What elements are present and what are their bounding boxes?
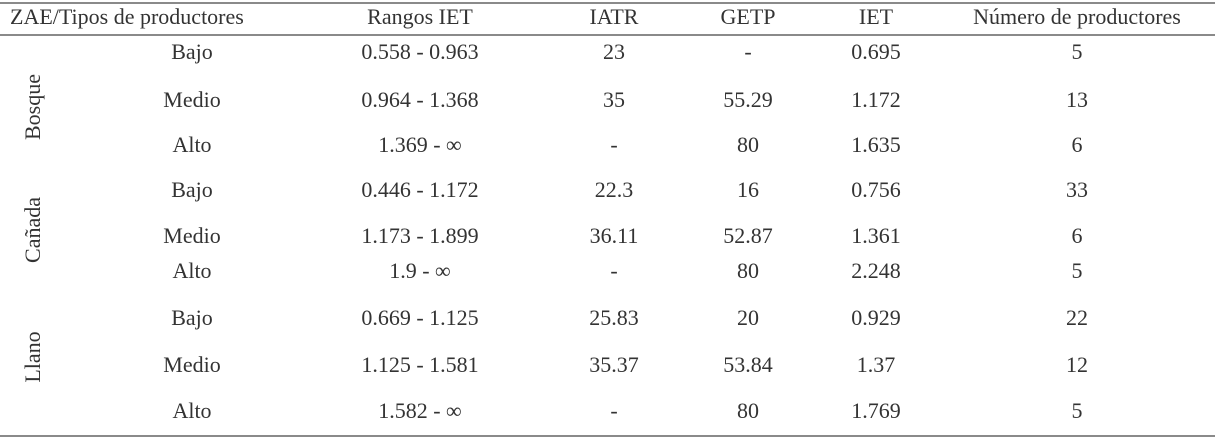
cell: 55.29: [723, 87, 773, 112]
header-cell: Número de productores: [973, 4, 1181, 29]
cell: 12: [1066, 352, 1088, 377]
cell: 23: [603, 39, 625, 64]
cell: 52.87: [723, 223, 773, 248]
cell: 22.3: [595, 177, 634, 202]
cell: 1.37: [857, 352, 896, 377]
header-cell: IET: [859, 4, 894, 29]
cell: 1.582 - ∞: [378, 398, 462, 423]
header-cell: GETP: [721, 4, 776, 29]
zone-label: Bosque: [20, 74, 45, 140]
cell: 6: [1072, 132, 1083, 157]
cell: Alto: [172, 258, 211, 283]
cell: 1.125 - 1.581: [361, 352, 478, 377]
cell: 1.9 - ∞: [389, 258, 451, 283]
cell: 0.695: [851, 39, 901, 64]
cell: Medio: [163, 87, 220, 112]
cell: 13: [1066, 87, 1088, 112]
cell: 0.446 - 1.172: [361, 177, 478, 202]
cell: 0.756: [851, 177, 901, 202]
cell: 16: [737, 177, 759, 202]
cell: Bajo: [171, 177, 213, 202]
cell: -: [744, 39, 751, 64]
cell: 20: [737, 305, 759, 330]
cell: Bajo: [171, 305, 213, 330]
cell: 1.769: [851, 398, 901, 423]
cell: 5: [1072, 398, 1083, 423]
header-cell: IATR: [590, 4, 639, 29]
zone-label: Llano: [20, 331, 45, 382]
cell: 36.11: [590, 223, 639, 248]
header-cell: ZAE/Tipos de productores: [10, 4, 244, 29]
cell: -: [610, 132, 617, 157]
cell: 80: [737, 258, 759, 283]
cell: 80: [737, 398, 759, 423]
cell: 80: [737, 132, 759, 157]
cell: 0.558 - 0.963: [361, 39, 478, 64]
cell: Alto: [172, 398, 211, 423]
cell: 0.669 - 1.125: [361, 305, 478, 330]
cell: 0.964 - 1.368: [361, 87, 478, 112]
cell: 2.248: [851, 258, 901, 283]
cell: 1.172: [851, 87, 901, 112]
cell: 35.37: [589, 352, 639, 377]
cell: -: [610, 398, 617, 423]
cell: 22: [1066, 305, 1088, 330]
zone-label: Cañada: [20, 197, 45, 263]
cell: Medio: [163, 352, 220, 377]
cell: Bajo: [171, 39, 213, 64]
cell: 1.173 - 1.899: [361, 223, 478, 248]
cell: -: [610, 258, 617, 283]
cell: 0.929: [851, 305, 901, 330]
cell: Alto: [172, 132, 211, 157]
cell: 1.369 - ∞: [378, 132, 462, 157]
cell: 1.635: [851, 132, 901, 157]
cell: 35: [603, 87, 625, 112]
header-cell: Rangos IET: [367, 4, 473, 29]
cell: 33: [1066, 177, 1088, 202]
cell: Medio: [163, 223, 220, 248]
cell: 5: [1072, 39, 1083, 64]
cell: 53.84: [723, 352, 773, 377]
cell: 6: [1072, 223, 1083, 248]
cell: 5: [1072, 258, 1083, 283]
cell: 1.361: [851, 223, 901, 248]
cell: 25.83: [589, 305, 639, 330]
